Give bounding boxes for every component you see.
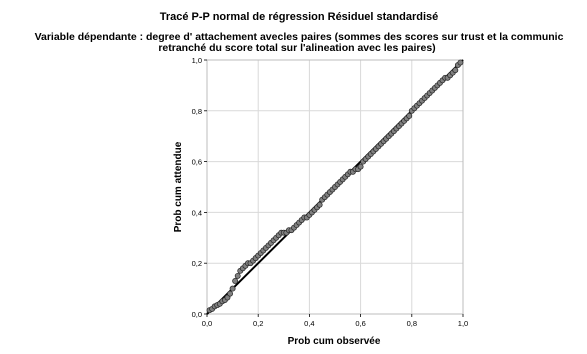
plot-frame <box>206 59 464 315</box>
data-point <box>357 163 364 170</box>
y-axis-label: Prob cum attendue <box>173 141 184 232</box>
x-tick-label: 1,0 <box>458 319 468 328</box>
y-tick-label: 0,0 <box>192 310 202 319</box>
x-tick-label: 0,2 <box>253 319 263 328</box>
y-tick-label: 1,0 <box>192 56 202 65</box>
data-point <box>234 272 241 279</box>
y-tick-label: 0,2 <box>192 259 202 268</box>
data-point <box>406 112 413 119</box>
plot-area: 0,0 0,2 0,4 0,6 0,8 1,0 0,0 0,2 0,4 0,6 0,8 1,0 <box>192 56 469 328</box>
data-point <box>457 59 464 66</box>
data-point <box>452 67 459 74</box>
x-tick-label: 0,8 <box>407 319 417 328</box>
data-point <box>227 290 233 297</box>
y-tick-label: 0,8 <box>192 107 202 116</box>
data-point <box>229 285 236 292</box>
x-tick-label: 0,6 <box>355 319 365 328</box>
chart-subtitle-line-2: retranché du score total sur l'alineatio… <box>158 42 435 54</box>
y-tick-label: 0,6 <box>192 158 202 167</box>
chart-title: Tracé P-P normal de régression Résiduel … <box>160 11 439 23</box>
x-axis-label: Prob cum observée <box>288 336 381 347</box>
y-tick-label: 0,4 <box>192 208 202 217</box>
x-tick-label: 0,4 <box>304 319 314 328</box>
x-tick-label: 0,0 <box>202 319 212 328</box>
chart-subtitle-line-1: Variable dépendante : degree d' attachem… <box>35 31 564 43</box>
data-point <box>316 201 323 208</box>
data-point <box>232 278 239 284</box>
